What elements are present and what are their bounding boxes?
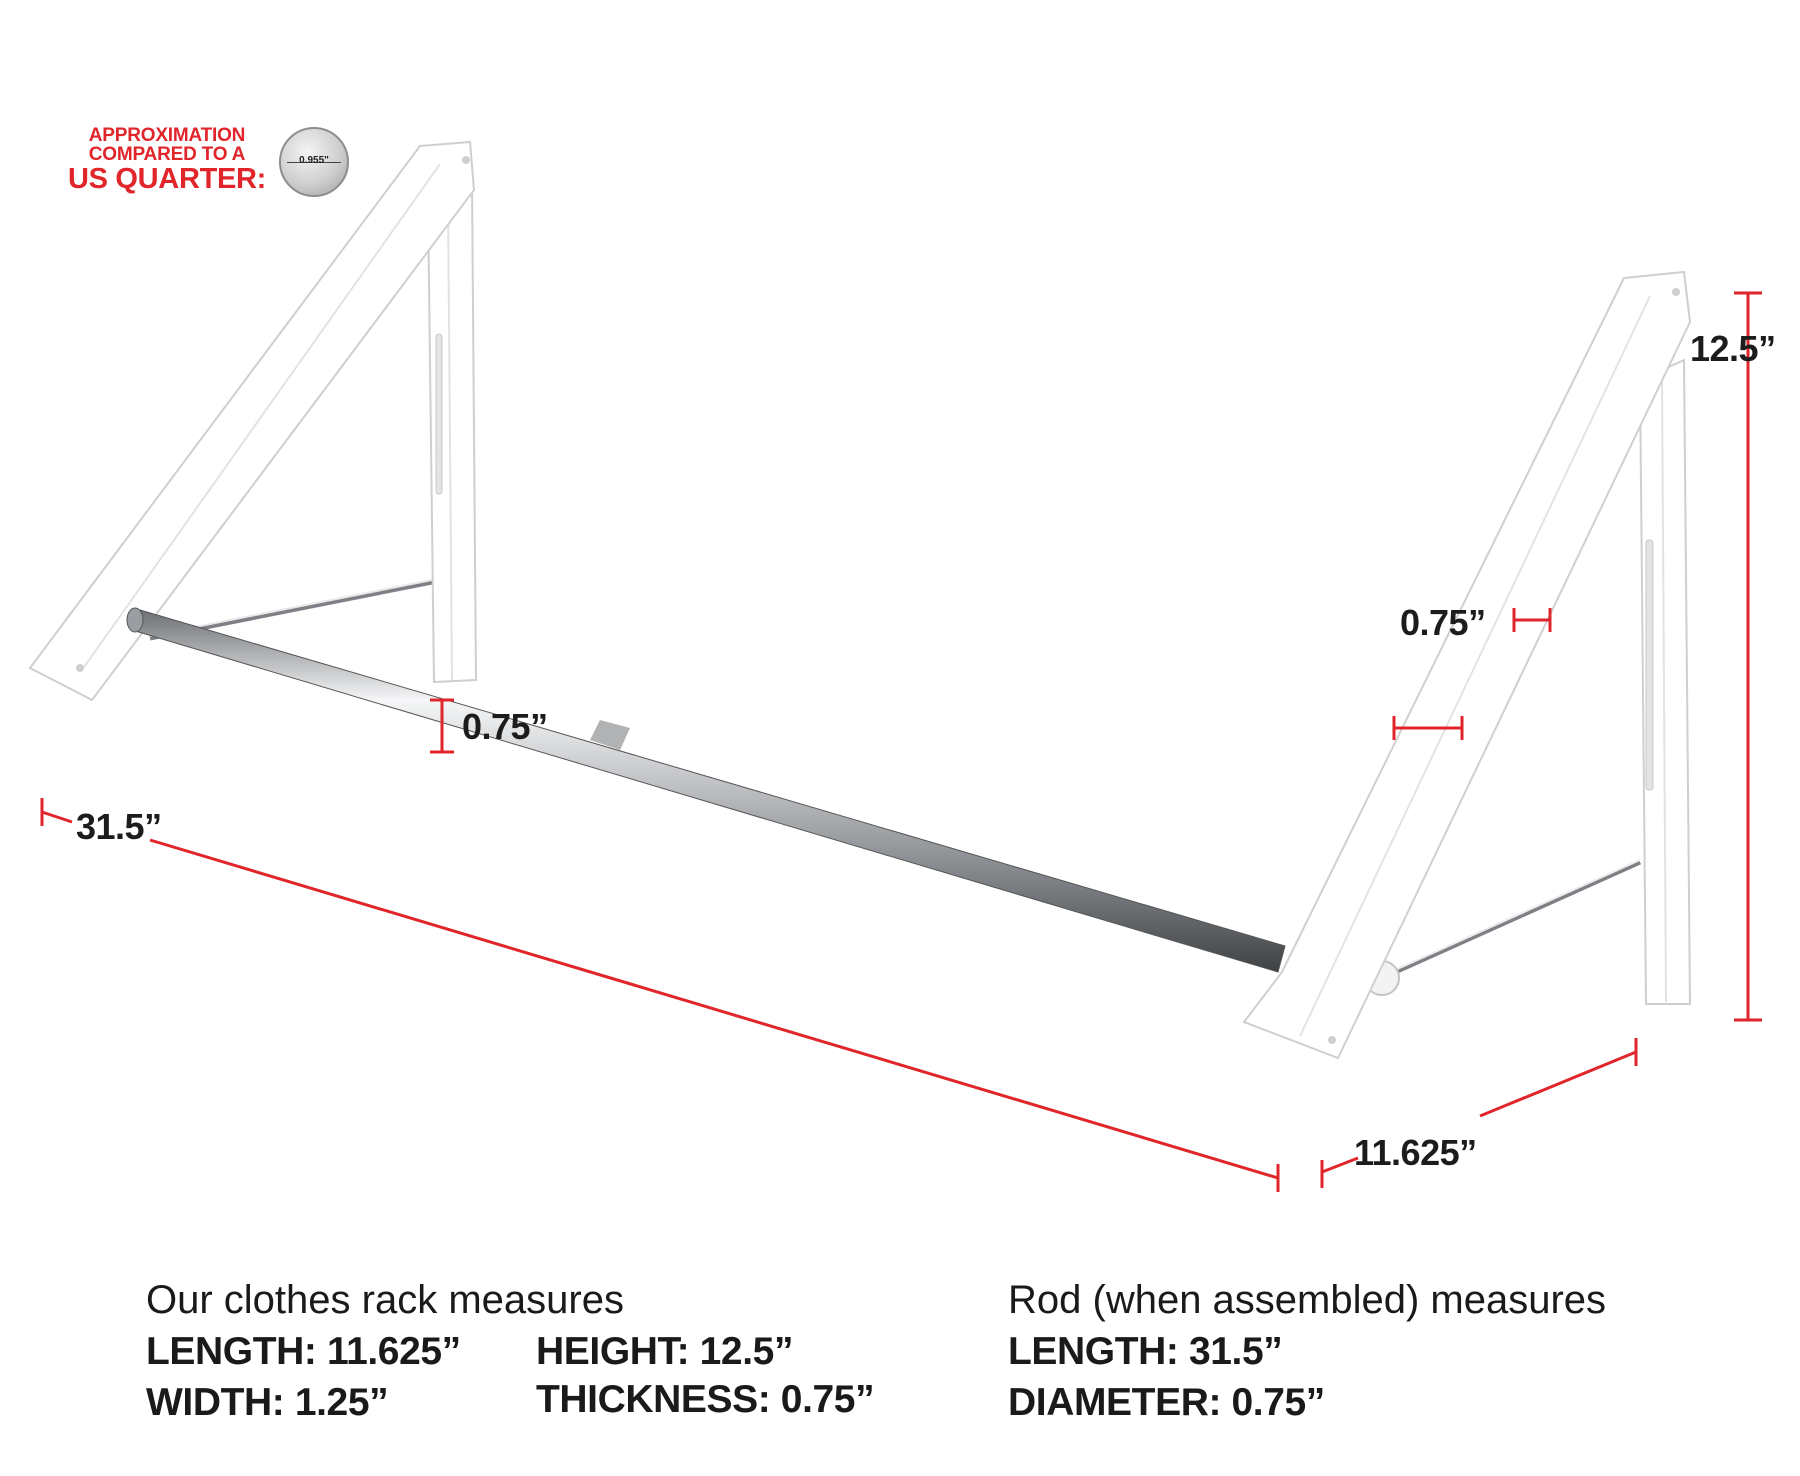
rack-specs-heading: Our clothes rack measures xyxy=(146,1278,624,1323)
rod-diameter-spec-text: DIAMETER: 0.75” xyxy=(1008,1381,1325,1424)
rack-length-spec: LENGTH: 11.625” xyxy=(146,1330,461,1374)
height-label: 12.5” xyxy=(1690,328,1776,369)
rack-height-spec-text: HEIGHT: 12.5” xyxy=(536,1330,794,1373)
left-diagonal-arm xyxy=(28,140,476,702)
rod-length-spec-text: LENGTH: 31.5” xyxy=(1008,1330,1283,1373)
rod-joint xyxy=(590,720,630,750)
rack-length-label: 11.625” xyxy=(1354,1132,1477,1173)
quarter-comparison-note: APPROXIMATION COMPARED TO A US QUARTER: xyxy=(62,126,272,194)
right-screw-hole-bottom xyxy=(1328,1036,1336,1044)
right-support-rod xyxy=(1393,859,1642,975)
rod-length-label: 31.5” xyxy=(76,806,162,847)
rack-length-spec-text: LENGTH: 11.625” xyxy=(146,1330,461,1373)
left-slot xyxy=(435,333,443,495)
rack-thickness-spec: THICKNESS: 0.75” xyxy=(536,1378,875,1422)
rod-diameter-label: 0.75” xyxy=(462,706,548,747)
rod-diameter-dimension-line xyxy=(430,698,454,754)
dimension-lines xyxy=(40,291,1762,1192)
quarter-coin-icon: 0.955" xyxy=(279,127,349,197)
bracket-thickness-label: 0.75” xyxy=(1400,602,1486,643)
rod-end-cap xyxy=(126,607,144,633)
rod-diameter-spec: DIAMETER: 0.75” xyxy=(1008,1381,1325,1425)
rod-body xyxy=(131,609,1286,973)
coin-diameter-label: 0.955" xyxy=(299,155,329,166)
rack-width-spec-text: WIDTH: 1.25” xyxy=(146,1381,389,1424)
left-screw-hole-top xyxy=(462,156,470,164)
right-slot xyxy=(1645,539,1654,791)
quarter-note-line-3: US QUARTER: xyxy=(67,162,267,195)
left-bracket xyxy=(28,140,478,702)
bracket-thickness-dimension-lower xyxy=(1392,716,1464,740)
rack-length-dimension-line xyxy=(1320,1038,1638,1188)
rod-specs-heading: Rod (when assembled) measures xyxy=(1008,1278,1606,1323)
quarter-note-line-1: APPROXIMATION xyxy=(88,125,246,146)
left-screw-hole-bottom xyxy=(76,664,84,672)
bracket-thickness-dimension-upper xyxy=(1512,608,1552,632)
rod-length-spec: LENGTH: 31.5” xyxy=(1008,1330,1283,1374)
right-screw-hole-top xyxy=(1672,288,1680,296)
right-bracket xyxy=(1242,270,1692,1060)
rack-height-spec: HEIGHT: 12.5” xyxy=(536,1330,793,1374)
rod-length-dimension-line xyxy=(40,798,1280,1192)
rack-specs-heading-text: Our clothes rack measures xyxy=(146,1278,624,1322)
rack-thickness-spec-text: THICKNESS: 0.75” xyxy=(536,1378,875,1421)
hanging-rod xyxy=(126,607,1286,973)
quarter-note-line-2: COMPARED TO A xyxy=(88,144,246,166)
rod-specs-heading-text: Rod (when assembled) measures xyxy=(1008,1278,1607,1322)
rack-width-spec: WIDTH: 1.25” xyxy=(146,1381,389,1425)
right-diagonal-arm xyxy=(1242,270,1692,1060)
height-dimension-line xyxy=(1734,291,1762,1022)
